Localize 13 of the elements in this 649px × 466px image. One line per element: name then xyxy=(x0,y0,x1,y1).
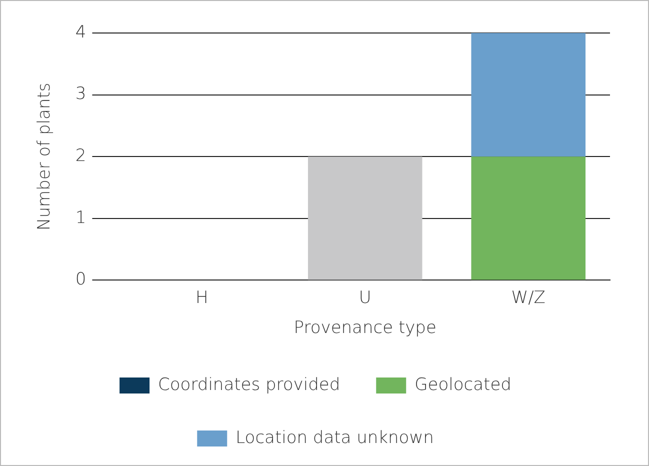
x-tick-label: U xyxy=(358,288,372,308)
legend-label: Location data unknown xyxy=(236,428,434,448)
y-tick-label: 4 xyxy=(75,22,86,42)
y-tick-label: 3 xyxy=(75,84,86,104)
x-axis-title: Provenance type xyxy=(294,318,436,338)
y-tick-label: 1 xyxy=(75,208,86,228)
y-axis-title: Number of plants xyxy=(34,82,55,230)
y-tick-label: 2 xyxy=(75,146,86,166)
x-tick-label: H xyxy=(195,288,208,308)
y-tick-label: 0 xyxy=(75,270,86,290)
x-tick-label: W/Z xyxy=(511,288,546,308)
legend-label: Geolocated xyxy=(414,374,512,395)
legend-label: Coordinates provided xyxy=(158,374,340,395)
